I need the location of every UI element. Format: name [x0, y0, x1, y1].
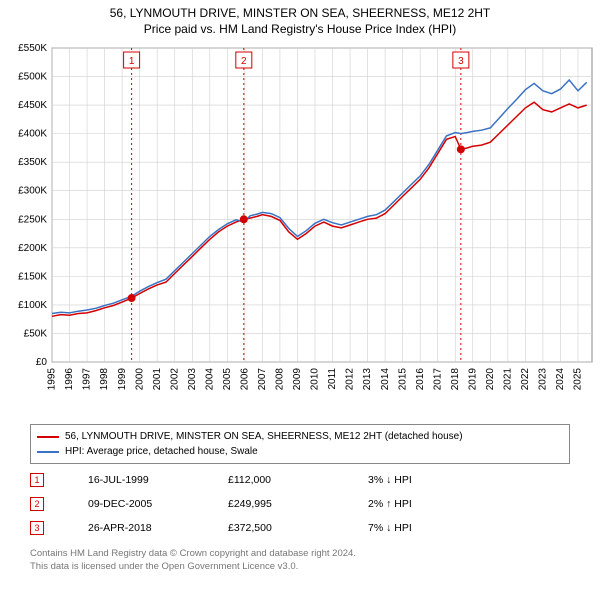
chart-svg: £0 £50K £100K £150K £200K £250K £300K £350K £400… [0, 42, 600, 412]
svg-text:2008: 2008 [275, 368, 286, 391]
legend-row: HPI: Average price, detached house, Swal… [37, 444, 563, 459]
sale-delta: 7% ↓ HPI [368, 522, 488, 534]
sale-price: £372,500 [228, 522, 368, 534]
svg-text:1: 1 [129, 56, 135, 67]
svg-text:3: 3 [458, 56, 464, 67]
svg-text:2012: 2012 [345, 368, 356, 391]
svg-text:2006: 2006 [239, 368, 250, 391]
svg-text:2001: 2001 [152, 368, 163, 391]
chart-titles: 56, LYNMOUTH DRIVE, MINSTER ON SEA, SHEE… [0, 0, 600, 36]
svg-text:1996: 1996 [64, 368, 75, 391]
svg-text:2019: 2019 [467, 368, 478, 391]
svg-text:2013: 2013 [362, 368, 373, 391]
svg-text:1999: 1999 [117, 368, 128, 391]
sale-date: 16-JUL-1999 [88, 474, 228, 486]
sale-marker-box: 2 [30, 497, 44, 511]
attribution: Contains HM Land Registry data © Crown c… [30, 548, 570, 574]
svg-text:2: 2 [241, 56, 247, 67]
sales-table: 1 16-JUL-1999£112,0003% ↓ HPI 2 09-DEC-2005… [30, 468, 570, 540]
svg-text:1998: 1998 [99, 368, 110, 391]
svg-text:2000: 2000 [134, 368, 145, 391]
svg-text:2016: 2016 [415, 368, 426, 391]
legend-swatch [37, 451, 59, 453]
sale-marker-box: 3 [30, 521, 44, 535]
svg-text:2025: 2025 [573, 368, 584, 391]
svg-text:£350K: £350K [18, 157, 47, 168]
title-main: 56, LYNMOUTH DRIVE, MINSTER ON SEA, SHEE… [0, 6, 600, 20]
svg-text:2015: 2015 [397, 368, 408, 391]
legend-row: 56, LYNMOUTH DRIVE, MINSTER ON SEA, SHEE… [37, 429, 563, 444]
legend-label: 56, LYNMOUTH DRIVE, MINSTER ON SEA, SHEE… [65, 429, 463, 444]
svg-text:2004: 2004 [204, 368, 215, 391]
legend-label: HPI: Average price, detached house, Swal… [65, 444, 258, 459]
svg-text:2014: 2014 [380, 368, 391, 391]
svg-text:2005: 2005 [222, 368, 233, 391]
svg-text:£550K: £550K [18, 43, 47, 54]
sale-marker-box: 1 [30, 473, 44, 487]
svg-text:£450K: £450K [18, 100, 47, 111]
svg-text:£500K: £500K [18, 72, 47, 83]
svg-text:1995: 1995 [47, 368, 58, 391]
sale-row: 2 09-DEC-2005£249,9952% ↑ HPI [30, 492, 570, 516]
sale-price: £112,000 [228, 474, 368, 486]
title-sub: Price paid vs. HM Land Registry's House … [0, 22, 600, 36]
sale-row: 3 26-APR-2018£372,5007% ↓ HPI [30, 516, 570, 540]
sale-delta: 3% ↓ HPI [368, 474, 488, 486]
sale-date: 26-APR-2018 [88, 522, 228, 534]
svg-text:2023: 2023 [538, 368, 549, 391]
legend: 56, LYNMOUTH DRIVE, MINSTER ON SEA, SHEE… [30, 424, 570, 464]
sale-delta: 2% ↑ HPI [368, 498, 488, 510]
svg-text:2024: 2024 [555, 368, 566, 391]
chart-area: £0 £50K £100K £150K £200K £250K £300K £350K £400… [0, 42, 600, 412]
svg-text:£100K: £100K [18, 300, 47, 311]
svg-text:2018: 2018 [450, 368, 461, 391]
svg-text:2020: 2020 [485, 368, 496, 391]
svg-text:2003: 2003 [187, 368, 198, 391]
svg-text:2009: 2009 [292, 368, 303, 391]
svg-text:2010: 2010 [310, 368, 321, 391]
svg-text:£0: £0 [36, 357, 48, 368]
attribution-line-1: Contains HM Land Registry data © Crown c… [30, 548, 570, 561]
svg-text:1997: 1997 [82, 368, 93, 391]
sale-price: £249,995 [228, 498, 368, 510]
svg-text:£250K: £250K [18, 214, 47, 225]
sale-row: 1 16-JUL-1999£112,0003% ↓ HPI [30, 468, 570, 492]
svg-text:2007: 2007 [257, 368, 268, 391]
attribution-line-2: This data is licensed under the Open Gov… [30, 561, 570, 574]
svg-text:2011: 2011 [327, 368, 338, 390]
svg-text:2002: 2002 [169, 368, 180, 391]
svg-text:£400K: £400K [18, 129, 47, 140]
svg-text:£200K: £200K [18, 243, 47, 254]
legend-swatch [37, 436, 59, 438]
svg-text:£50K: £50K [24, 328, 48, 339]
svg-text:2017: 2017 [432, 368, 443, 391]
svg-text:£150K: £150K [18, 271, 47, 282]
svg-text:£300K: £300K [18, 186, 47, 197]
svg-text:2022: 2022 [520, 368, 531, 391]
svg-text:2021: 2021 [502, 368, 513, 391]
sale-date: 09-DEC-2005 [88, 498, 228, 510]
